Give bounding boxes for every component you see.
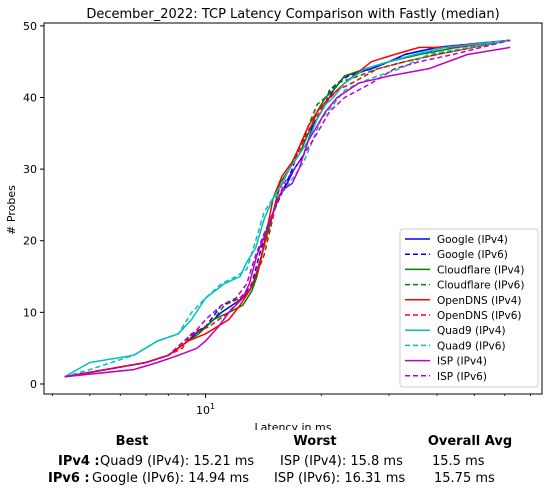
y-tick-label: 20 bbox=[23, 235, 37, 248]
ipv4-best: Quad9 (IPv4): 15.21 ms bbox=[100, 454, 255, 469]
worst-header: Worst bbox=[293, 434, 337, 449]
legend-label: Quad9 (IPv4) bbox=[437, 325, 506, 337]
legend-label: ISP (IPv4) bbox=[437, 356, 487, 368]
series-line-6 bbox=[64, 39, 511, 378]
legend: Google (IPv4) Google (IPv6) Cloudflare (IP… bbox=[399, 228, 539, 388]
y-axis-label: # Probes bbox=[5, 185, 18, 235]
ipv6-row-label: IPv6 : bbox=[48, 471, 90, 486]
ipv4-row-label: IPv4 : bbox=[58, 454, 100, 469]
legend-label: ISP (IPv6) bbox=[437, 371, 487, 383]
series-line-4 bbox=[64, 39, 511, 378]
ipv4-avg: 15.5 ms bbox=[432, 454, 485, 469]
series-line-5 bbox=[64, 39, 511, 378]
y-tick-label: 0 bbox=[30, 378, 37, 391]
legend-label: Google (IPv6) bbox=[437, 249, 508, 261]
x-tick-label: 101 bbox=[196, 402, 215, 417]
y-axis: 0 10 20 30 40 50 bbox=[23, 20, 44, 391]
legend-label: Google (IPv4) bbox=[437, 234, 508, 246]
y-tick-label: 50 bbox=[23, 20, 37, 33]
x-axis-label: Latency in ms bbox=[255, 421, 332, 430]
legend-box bbox=[399, 228, 539, 388]
ipv6-avg: 15.75 ms bbox=[434, 471, 495, 486]
series-lines bbox=[64, 39, 511, 378]
legend-label: OpenDNS (IPv4) bbox=[437, 295, 522, 307]
legend-label: Cloudflare (IPv4) bbox=[437, 264, 524, 276]
latency-chart: December_2022: TCP Latency Comparison wi… bbox=[5, 7, 543, 430]
ipv6-worst: ISP (IPv6): 16.31 ms bbox=[274, 471, 406, 486]
avg-header: Overall Avg bbox=[427, 434, 513, 449]
legend-label: Quad9 (IPv6) bbox=[437, 340, 506, 352]
best-header: Best bbox=[115, 434, 149, 449]
legend-label: OpenDNS (IPv6) bbox=[437, 310, 522, 322]
ipv6-best: Google (IPv6): 14.94 ms bbox=[92, 471, 250, 486]
ipv4-worst: ISP (IPv4): 15.8 ms bbox=[280, 454, 403, 469]
chart-title: December_2022: TCP Latency Comparison wi… bbox=[86, 7, 499, 22]
y-tick-label: 40 bbox=[23, 91, 37, 104]
y-tick-label: 10 bbox=[23, 306, 37, 319]
y-tick-label: 30 bbox=[23, 163, 37, 176]
x-axis: 101 bbox=[52, 394, 531, 417]
legend-label: Cloudflare (IPv6) bbox=[437, 280, 524, 292]
series-line-9 bbox=[64, 39, 511, 378]
